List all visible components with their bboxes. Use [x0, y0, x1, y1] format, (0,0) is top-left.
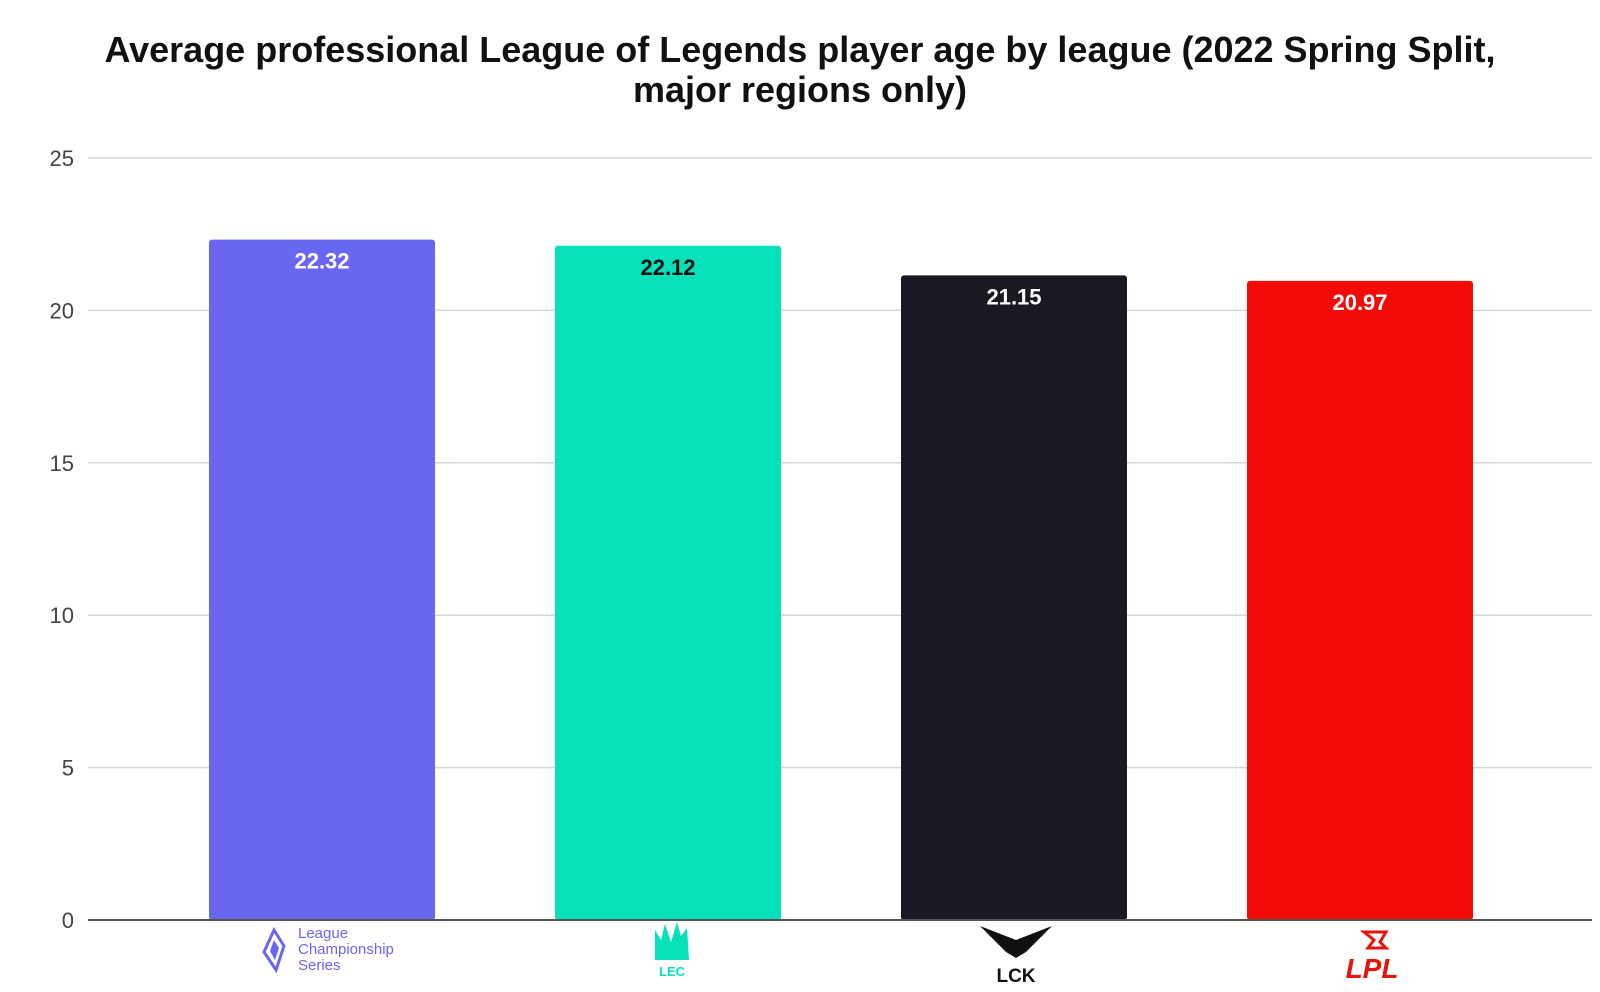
lpl-logo: LPL — [1346, 930, 1399, 984]
value-label-lec: 22.12 — [640, 255, 695, 280]
value-labels: 22.32 22.12 21.15 20.97 — [294, 249, 1387, 315]
value-label-lpl: 20.97 — [1332, 290, 1387, 315]
lcs-logo-line-2: Championship — [298, 941, 394, 958]
y-tick-label: 25 — [50, 146, 74, 171]
lec-logo-text: LEC — [659, 964, 686, 979]
chart-title-line-2: major regions only) — [632, 69, 968, 110]
lpl-emblem-icon — [1359, 930, 1390, 950]
lec-logo: LEC — [655, 922, 689, 979]
bar-lcs — [209, 239, 435, 920]
lpl-logo-text: LPL — [1346, 953, 1399, 984]
y-axis-ticks: 0 5 10 15 20 25 — [50, 146, 74, 933]
value-label-lcs: 22.32 — [294, 249, 349, 274]
lcs-emblem-inner-icon — [270, 940, 279, 960]
bars — [209, 239, 1473, 920]
chart-title-line-1: Average professional League of Legends p… — [104, 29, 1496, 70]
bar-lck — [901, 275, 1127, 920]
value-label-lck: 21.15 — [986, 284, 1041, 309]
lck-logo: LCK — [980, 926, 1052, 987]
chart-title: Average professional League of Legends p… — [0, 30, 1600, 110]
lck-wings-icon — [980, 926, 1052, 958]
lcs-logo: League Championship Series — [262, 925, 394, 974]
lcs-logo-line-1: League — [298, 925, 348, 942]
lec-crown-icon — [655, 922, 689, 960]
bar-lpl — [1247, 280, 1473, 920]
lck-logo-text: LCK — [996, 966, 1035, 987]
y-tick-label: 10 — [50, 603, 74, 628]
y-tick-label: 20 — [50, 298, 74, 323]
y-tick-label: 0 — [62, 908, 74, 933]
y-tick-label: 5 — [62, 756, 74, 781]
lcs-emblem-icon — [262, 926, 286, 974]
bar-lec — [555, 245, 781, 920]
lcs-logo-line-3: Series — [298, 957, 341, 974]
y-tick-label: 15 — [50, 451, 74, 476]
